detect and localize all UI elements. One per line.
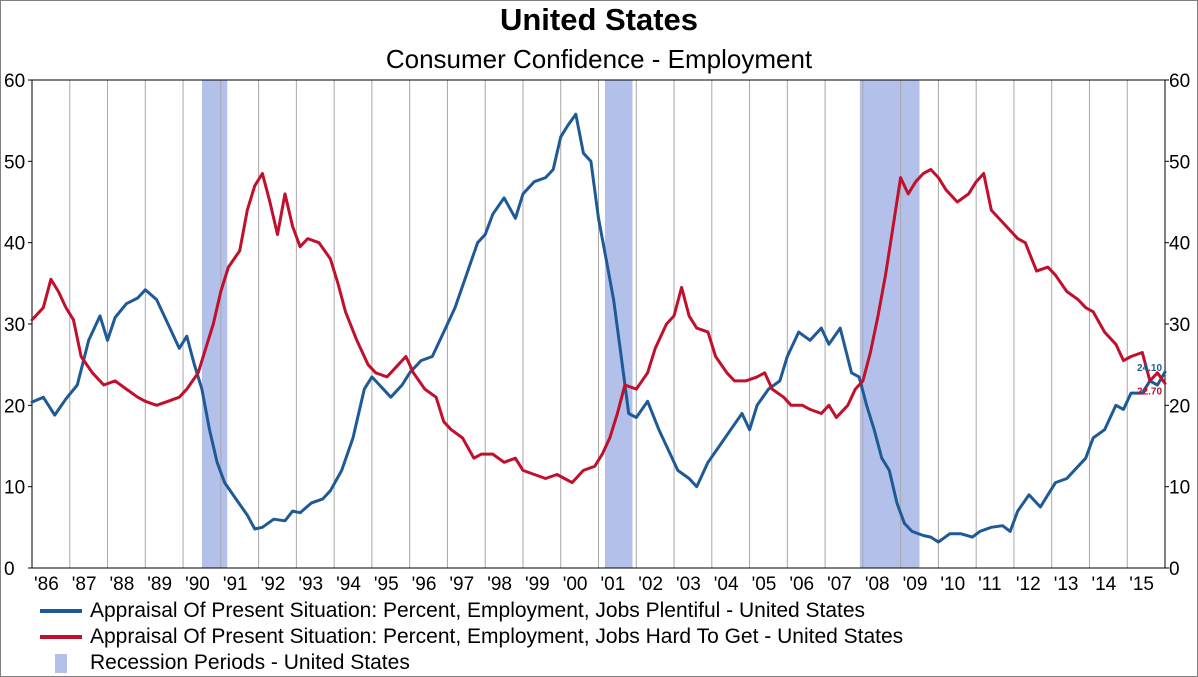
y-tick-label-right: 50 bbox=[1169, 152, 1190, 173]
x-tick-label: '96 bbox=[412, 574, 437, 595]
x-tick-label: '86 bbox=[34, 574, 59, 595]
x-tick-label: '91 bbox=[223, 574, 248, 595]
x-tick-label: '93 bbox=[298, 574, 323, 595]
x-tick-label: '94 bbox=[336, 574, 361, 595]
x-tick-label: '04 bbox=[714, 574, 739, 595]
y-tick-label-left: 0 bbox=[4, 559, 15, 580]
legend-swatch-jobs-plentiful bbox=[40, 609, 82, 613]
y-tick-label-left: 10 bbox=[4, 478, 25, 499]
series-line-1 bbox=[30, 168, 1167, 485]
x-tick-label: '95 bbox=[374, 574, 399, 595]
last-value-label-1: 22.70 bbox=[1137, 386, 1162, 397]
legend-item-recessions: Recession Periods - United States bbox=[40, 650, 903, 676]
legend: Appraisal Of Present Situation: Percent,… bbox=[40, 598, 903, 676]
x-tick-label: '11 bbox=[978, 574, 1001, 595]
x-tick-label: '14 bbox=[1091, 574, 1116, 595]
y-tick-label-left: 30 bbox=[4, 315, 25, 336]
x-tick-label: '06 bbox=[789, 574, 814, 595]
x-tick-label: '05 bbox=[752, 574, 777, 595]
x-tick-label: '13 bbox=[1054, 574, 1079, 595]
x-tick-label: '09 bbox=[903, 574, 928, 595]
x-tick-label: '03 bbox=[676, 574, 701, 595]
y-tick-label-left: 50 bbox=[4, 152, 25, 173]
x-tick-label: '99 bbox=[525, 574, 550, 595]
legend-item-jobs-hard-to-get: Appraisal Of Present Situation: Percent,… bbox=[40, 624, 903, 650]
x-tick-label: '08 bbox=[865, 574, 890, 595]
y-tick-label-right: 60 bbox=[1169, 71, 1190, 92]
x-tick-label: '90 bbox=[185, 574, 210, 595]
y-tick-label-right: 0 bbox=[1169, 559, 1180, 580]
y-tick-label-left: 60 bbox=[4, 71, 25, 92]
y-tick-label-right: 30 bbox=[1169, 315, 1190, 336]
x-tick-label: '97 bbox=[449, 574, 474, 595]
x-tick-label: '01 bbox=[601, 574, 626, 595]
series-line-0 bbox=[30, 112, 1167, 544]
legend-label-recessions: Recession Periods - United States bbox=[90, 651, 410, 674]
x-tick-label: '87 bbox=[72, 574, 97, 595]
x-tick-label: '88 bbox=[110, 574, 135, 595]
legend-swatch-jobs-hard-to-get bbox=[40, 635, 82, 639]
x-tick-label: '02 bbox=[638, 574, 663, 595]
x-tick-label: '12 bbox=[1016, 574, 1041, 595]
y-tick-label-right: 40 bbox=[1169, 234, 1190, 255]
y-tick-label-left: 40 bbox=[4, 234, 25, 255]
chart-subtitle: Consumer Confidence - Employment bbox=[385, 44, 813, 74]
legend-label-jobs-hard-to-get: Appraisal Of Present Situation: Percent,… bbox=[90, 625, 904, 648]
y-tick-label-right: 20 bbox=[1169, 396, 1190, 417]
last-value-label-0: 24.10 bbox=[1137, 363, 1162, 374]
recession-band-2 bbox=[859, 80, 920, 568]
x-tick-label: '89 bbox=[147, 574, 172, 595]
legend-swatch-recessions bbox=[55, 653, 67, 673]
x-tick-label: '10 bbox=[940, 574, 965, 595]
y-tick-label-right: 10 bbox=[1169, 478, 1190, 499]
y-tick-label-left: 20 bbox=[4, 396, 25, 417]
x-tick-label: '98 bbox=[487, 574, 512, 595]
legend-item-jobs-plentiful: Appraisal Of Present Situation: Percent,… bbox=[40, 598, 903, 624]
recession-band-1 bbox=[604, 80, 633, 568]
chart-title: United States bbox=[499, 2, 699, 37]
x-tick-label: '07 bbox=[827, 574, 852, 595]
legend-label-jobs-plentiful: Appraisal Of Present Situation: Percent,… bbox=[90, 599, 866, 622]
x-tick-label: '00 bbox=[563, 574, 588, 595]
x-tick-label: '15 bbox=[1129, 574, 1154, 595]
x-tick-label: '92 bbox=[261, 574, 286, 595]
